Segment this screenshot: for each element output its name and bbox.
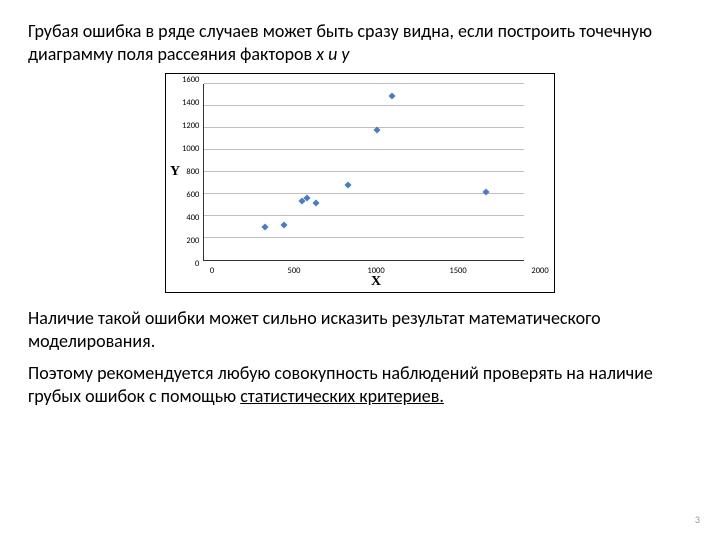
intro-xy: x и y (316, 43, 349, 65)
data-point (281, 222, 288, 229)
bottom-text-underlined: статистических критериев. (240, 385, 444, 407)
gridline (204, 237, 524, 238)
gridline (204, 83, 524, 84)
chart-container: Y 16001400120010008006004002000 05001000… (28, 73, 692, 293)
plot-area (203, 84, 524, 261)
mid-paragraph: Наличие такой ошибки может сильно искази… (28, 307, 692, 352)
intro-paragraph: Грубая ошибка в ряде случаев может быть … (28, 20, 692, 65)
gridline (204, 171, 524, 172)
gridline (204, 193, 524, 194)
x-axis-label: X (212, 274, 540, 290)
data-point (388, 92, 395, 99)
data-point (313, 200, 320, 207)
bottom-paragraph: Поэтому рекомендуется любую совокупность… (28, 362, 692, 407)
page-number: 3 (695, 513, 700, 526)
gridline (204, 149, 524, 150)
data-point (482, 189, 489, 196)
gridline (204, 127, 524, 128)
data-point (262, 223, 269, 230)
y-axis-ticks: 16001400120010008006004002000 (182, 80, 199, 264)
data-point (345, 181, 352, 188)
gridline (204, 105, 524, 106)
y-axis-label: Y (170, 164, 180, 180)
scatter-chart: Y 16001400120010008006004002000 05001000… (165, 73, 555, 293)
gridline (204, 215, 524, 216)
